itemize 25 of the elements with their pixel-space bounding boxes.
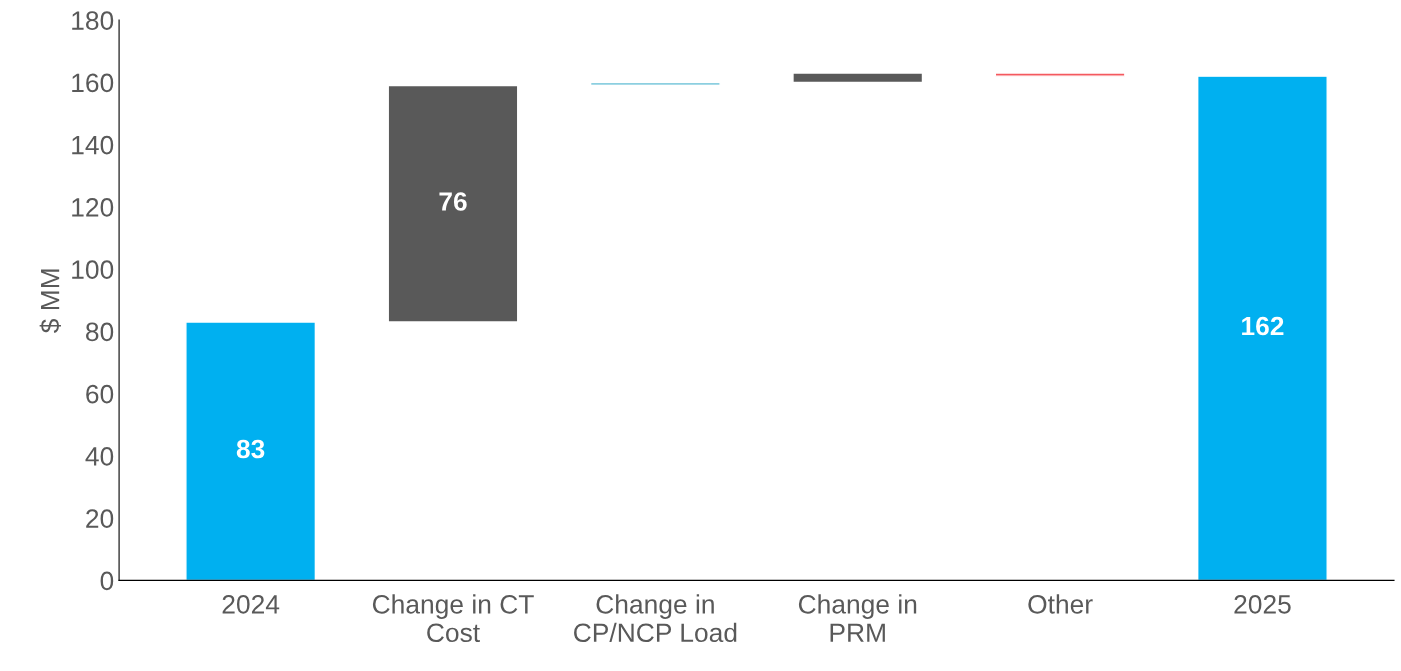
y-tick-label: 160 — [72, 73, 114, 93]
y-axis-title: $ MM — [39, 269, 61, 333]
bar — [185, 321, 317, 581]
bar — [387, 84, 519, 323]
y-tick-label: 60 — [86, 384, 114, 404]
bar — [994, 72, 1126, 77]
data-label: 76 — [439, 192, 467, 211]
y-tick-label: 20 — [86, 509, 114, 528]
x-tick-label: Other — [1028, 594, 1093, 614]
data-label: 83 — [236, 439, 265, 459]
y-tick-label: 40 — [85, 447, 114, 466]
y-tick-label: 180 — [72, 11, 114, 30]
data-label: 162 — [1242, 316, 1284, 336]
y-tick-label: 120 — [72, 198, 114, 217]
x-tick-label: Change in CT Cost — [372, 594, 534, 643]
x-tick-label: 2025 — [1234, 595, 1291, 614]
x-tick-label: 2024 — [222, 595, 280, 614]
bar — [792, 72, 924, 84]
y-tick-label: 80 — [86, 322, 114, 342]
x-tick-label: Change in CP/NCP Load — [574, 594, 737, 643]
bar — [1197, 75, 1328, 581]
y-tick-label: 100 — [72, 260, 114, 279]
y-tick-label: 140 — [72, 135, 114, 155]
x-tick-label: Change in PRM — [798, 594, 917, 642]
y-tick-label: 0 — [100, 571, 114, 591]
